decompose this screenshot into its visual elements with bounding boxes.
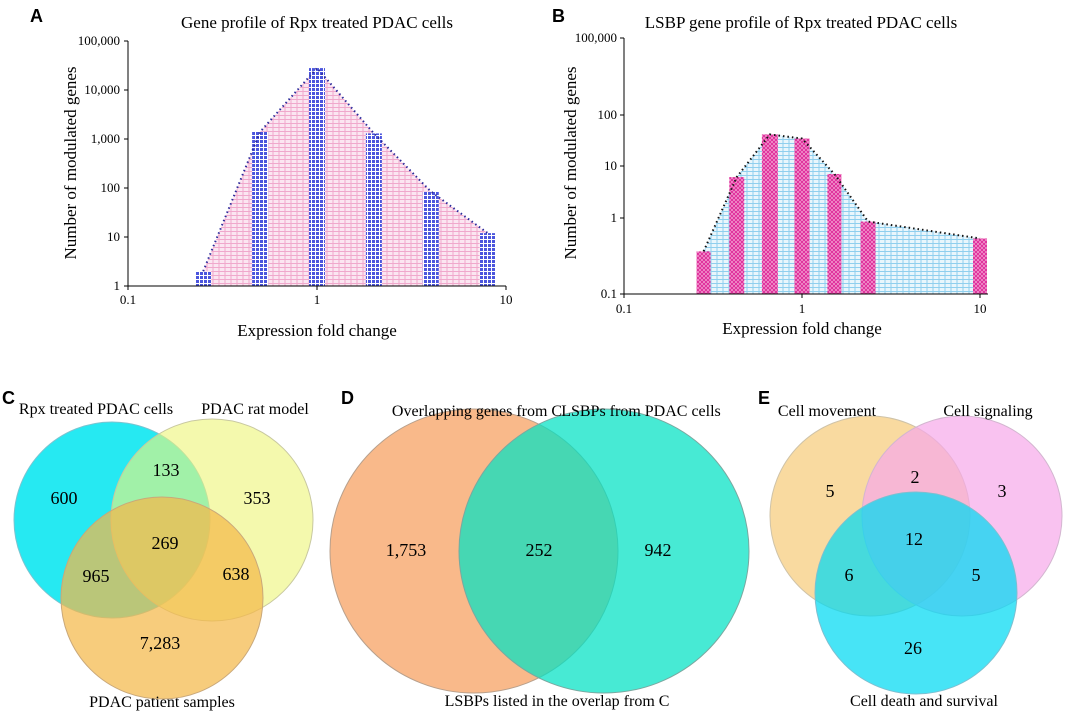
chart-b-ytick-marks bbox=[620, 37, 624, 295]
chart-a-bar-1 bbox=[195, 271, 212, 286]
chart-a-ytick-10: 10 bbox=[107, 229, 120, 244]
venn-e-death-circle bbox=[814, 491, 1018, 695]
chart-a-ytick-1000: 1,000 bbox=[91, 131, 120, 146]
venn-e-movement-only: 5 bbox=[826, 481, 835, 501]
venn-c-all-three: 269 bbox=[152, 533, 179, 553]
venn-c-rat-label: PDAC rat model bbox=[201, 401, 309, 418]
venn-e-all-three: 12 bbox=[905, 529, 923, 549]
panel-c-label: C bbox=[2, 388, 15, 408]
chart-a-xtick-0.1: 0.1 bbox=[120, 292, 136, 307]
venn-c-patient-label: PDAC patient samples bbox=[89, 694, 235, 711]
venn-d-overlap: 252 bbox=[526, 540, 553, 560]
chart-b-area-layer bbox=[703, 134, 980, 294]
chart-b-xtick-10: 10 bbox=[974, 301, 987, 316]
chart-a-bar-3 bbox=[309, 68, 325, 286]
chart-a-x-label: Expression fold change bbox=[237, 321, 397, 340]
panel-a-label: A bbox=[30, 6, 43, 26]
chart-b-bar-4 bbox=[794, 138, 810, 294]
chart-b-ytick-100: 100 bbox=[598, 107, 618, 122]
venn-e-death-label: Cell death and survival bbox=[850, 693, 999, 710]
chart-b-y-label: Number of modulated genes bbox=[561, 66, 580, 259]
venn-c-rat-patient: 638 bbox=[223, 564, 250, 584]
chart-a-xtick-10: 10 bbox=[500, 292, 513, 307]
chart-b-x-ticks: 0.1 1 10 bbox=[616, 294, 987, 316]
chart-a-ytick-10000: 10,000 bbox=[84, 82, 120, 97]
chart-b-ytick-0.1: 0.1 bbox=[601, 286, 617, 301]
chart-b-ytick-10: 10 bbox=[604, 158, 617, 173]
chart-a-ytick-marks bbox=[124, 40, 128, 287]
chart-b-bar-3 bbox=[761, 134, 778, 294]
chart-b-bar-7 bbox=[973, 238, 987, 294]
panel-b-label: B bbox=[552, 6, 565, 26]
chart-a-x-ticks: 0.1 1 10 bbox=[120, 286, 513, 307]
chart-b-bar-1 bbox=[696, 251, 711, 294]
chart-a-area-fill bbox=[203, 68, 488, 286]
chart-a-bar-4 bbox=[365, 133, 382, 286]
panel-e-label: E bbox=[758, 388, 770, 408]
chart-a-bar-5 bbox=[422, 191, 439, 286]
chart-b-envelope-line bbox=[702, 133, 981, 252]
chart-a-ytick-100000: 100,000 bbox=[78, 33, 120, 48]
venn-d-right-only: 942 bbox=[645, 540, 672, 560]
venn-c-rpx-patient: 965 bbox=[83, 566, 110, 586]
chart-b-area-fill bbox=[703, 134, 980, 294]
venn-e-signaling-label: Cell signaling bbox=[943, 403, 1032, 420]
panel-d: D Overlapping genes from C LSBPs from PD… bbox=[329, 388, 750, 710]
chart-a-y-label: Number of modulated genes bbox=[61, 66, 80, 259]
chart-b-x-label: Expression fold change bbox=[722, 319, 882, 338]
venn-c-patient-only: 7,283 bbox=[140, 633, 181, 653]
venn-c-rpx-label: Rpx treated PDAC cells bbox=[19, 401, 173, 418]
chart-a-bar-2 bbox=[252, 131, 269, 286]
chart-a-title: Gene profile of Rpx treated PDAC cells bbox=[181, 13, 453, 32]
chart-a-bar-6 bbox=[479, 233, 496, 286]
venn-d-bottom-label: LSBPs listed in the overlap from C bbox=[445, 693, 670, 710]
panel-a: A Gene profile of Rpx treated PDAC cells… bbox=[30, 6, 513, 340]
venn-e-death-only: 26 bbox=[904, 638, 922, 658]
chart-a-xtick-marks bbox=[127, 286, 507, 290]
chart-b-bar-2 bbox=[729, 177, 745, 294]
chart-a-envelope-line bbox=[202, 66, 489, 272]
chart-b-bar-5 bbox=[827, 173, 842, 294]
chart-b-bars bbox=[696, 134, 987, 294]
chart-b-xtick-0.1: 0.1 bbox=[616, 301, 632, 316]
venn-c-rpx-rat: 133 bbox=[153, 460, 180, 480]
venn-e-movement-death: 6 bbox=[845, 565, 854, 585]
chart-a-y-ticks: 100,000 10,000 1,000 100 10 1 bbox=[78, 33, 128, 293]
chart-a-area-layer bbox=[203, 68, 488, 286]
venn-e-signaling-death: 5 bbox=[972, 565, 981, 585]
panel-c: C Rpx treated PDAC cells PDAC rat model … bbox=[2, 388, 314, 711]
chart-a-ytick-100: 100 bbox=[101, 180, 121, 195]
panel-d-label: D bbox=[341, 388, 354, 408]
venn-d-left-only: 1,753 bbox=[386, 540, 427, 560]
chart-b-ytick-1: 1 bbox=[611, 210, 618, 225]
chart-b-bar-6 bbox=[860, 221, 876, 294]
venn-c-patient-circle bbox=[60, 496, 264, 700]
chart-a-bars bbox=[195, 68, 496, 286]
venn-d-right-label: LSBPs from PDAC cells bbox=[561, 403, 721, 420]
venn-e-movement-label: Cell movement bbox=[778, 403, 877, 420]
panel-e: E Cell movement Cell signaling Cell deat… bbox=[758, 388, 1063, 710]
venn-c-rat-only: 353 bbox=[244, 488, 271, 508]
venn-c-rpx-only: 600 bbox=[51, 488, 78, 508]
chart-b-ytick-100000: 100,000 bbox=[575, 30, 617, 45]
chart-b-xtick-1: 1 bbox=[799, 301, 806, 316]
chart-a-xtick-1: 1 bbox=[314, 292, 321, 307]
panel-b: B LSBP gene profile of Rpx treated PDAC … bbox=[552, 6, 988, 338]
chart-a-ytick-1: 1 bbox=[114, 278, 121, 293]
venn-d-right-ellipse bbox=[458, 408, 750, 694]
chart-b-y-ticks: 100,000 100 10 1 0.1 bbox=[575, 30, 624, 301]
venn-d-left-label: Overlapping genes from C bbox=[392, 403, 562, 420]
chart-b-title: LSBP gene profile of Rpx treated PDAC ce… bbox=[645, 13, 957, 32]
chart-b-xtick-marks bbox=[623, 294, 981, 298]
venn-e-movement-signaling: 2 bbox=[911, 467, 920, 487]
venn-e-signaling-only: 3 bbox=[998, 481, 1007, 501]
